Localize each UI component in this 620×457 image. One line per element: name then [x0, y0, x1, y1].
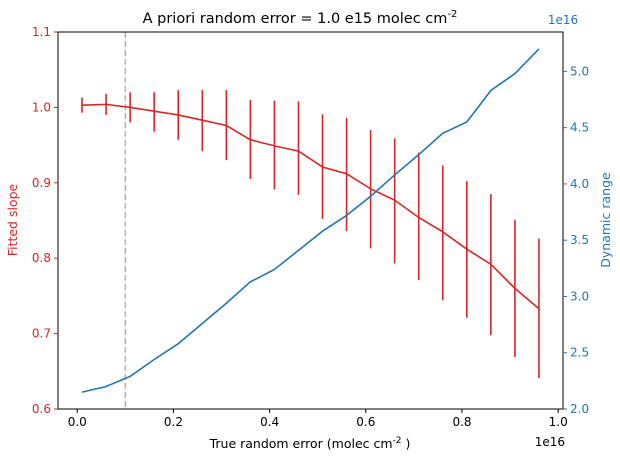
plot-frame — [57, 31, 564, 410]
x-offset-text: 1e16 — [535, 435, 565, 449]
x-tick-label: 0.2 — [164, 415, 183, 429]
right-axis-label: Dynamic range — [598, 172, 613, 268]
x-tick-label: 0.0 — [68, 415, 87, 429]
left-tick-label: 1.1 — [32, 25, 51, 39]
right-tick-label: 3.0 — [570, 289, 589, 303]
left-tick-label: 1.0 — [32, 100, 51, 114]
right-tick-label: 4.5 — [570, 121, 589, 135]
left-tick-label: 0.7 — [32, 327, 51, 341]
plot-area: 0.0 0.2 0.4 0.6 0.8 1.0 0.6 0.7 0.8 0.9 1.0 1.1 2.0 2… — [32, 25, 589, 429]
right-tick-label: 4.0 — [570, 177, 589, 191]
fitted-slope-line — [82, 103, 540, 310]
right-tick-label: 3.5 — [570, 233, 589, 247]
left-tick-label: 0.9 — [32, 176, 51, 190]
right-tick-label: 2.5 — [570, 346, 589, 360]
chart-title-superscript: -2 — [447, 9, 457, 20]
left-axis-label: Fitted slope — [5, 183, 20, 256]
x-axis-label: True random error (molec cm-2 ) — [209, 436, 411, 451]
left-tick-label: 0.6 — [32, 402, 51, 416]
x-axis-label-superscript: -2 — [393, 436, 402, 446]
right-offset-text: 1e16 — [548, 13, 578, 27]
chart-title: A priori random error = 1.0 e15 molec cm… — [143, 9, 458, 27]
x-tick-label: 0.6 — [356, 415, 375, 429]
left-tick-label: 0.8 — [32, 251, 51, 265]
right-tick-label: 2.0 — [570, 402, 589, 416]
x-tick-label: 0.8 — [452, 415, 471, 429]
x-tick-label: 1.0 — [549, 415, 568, 429]
dynamic-range-line — [81, 48, 540, 393]
x-tick-label: 0.4 — [260, 415, 279, 429]
right-tick-label: 5.0 — [570, 64, 589, 78]
